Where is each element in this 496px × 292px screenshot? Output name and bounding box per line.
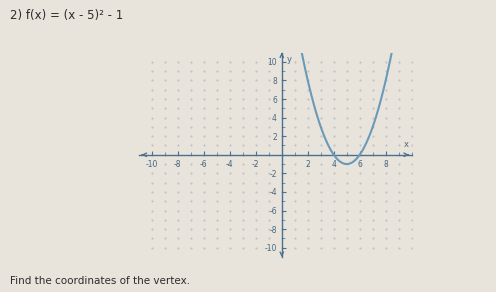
- Text: x: x: [404, 140, 409, 149]
- Text: Find the coordinates of the vertex.: Find the coordinates of the vertex.: [10, 276, 190, 286]
- Text: 2) f(x) = (x - 5)² - 1: 2) f(x) = (x - 5)² - 1: [10, 9, 123, 22]
- Text: y: y: [287, 55, 292, 64]
